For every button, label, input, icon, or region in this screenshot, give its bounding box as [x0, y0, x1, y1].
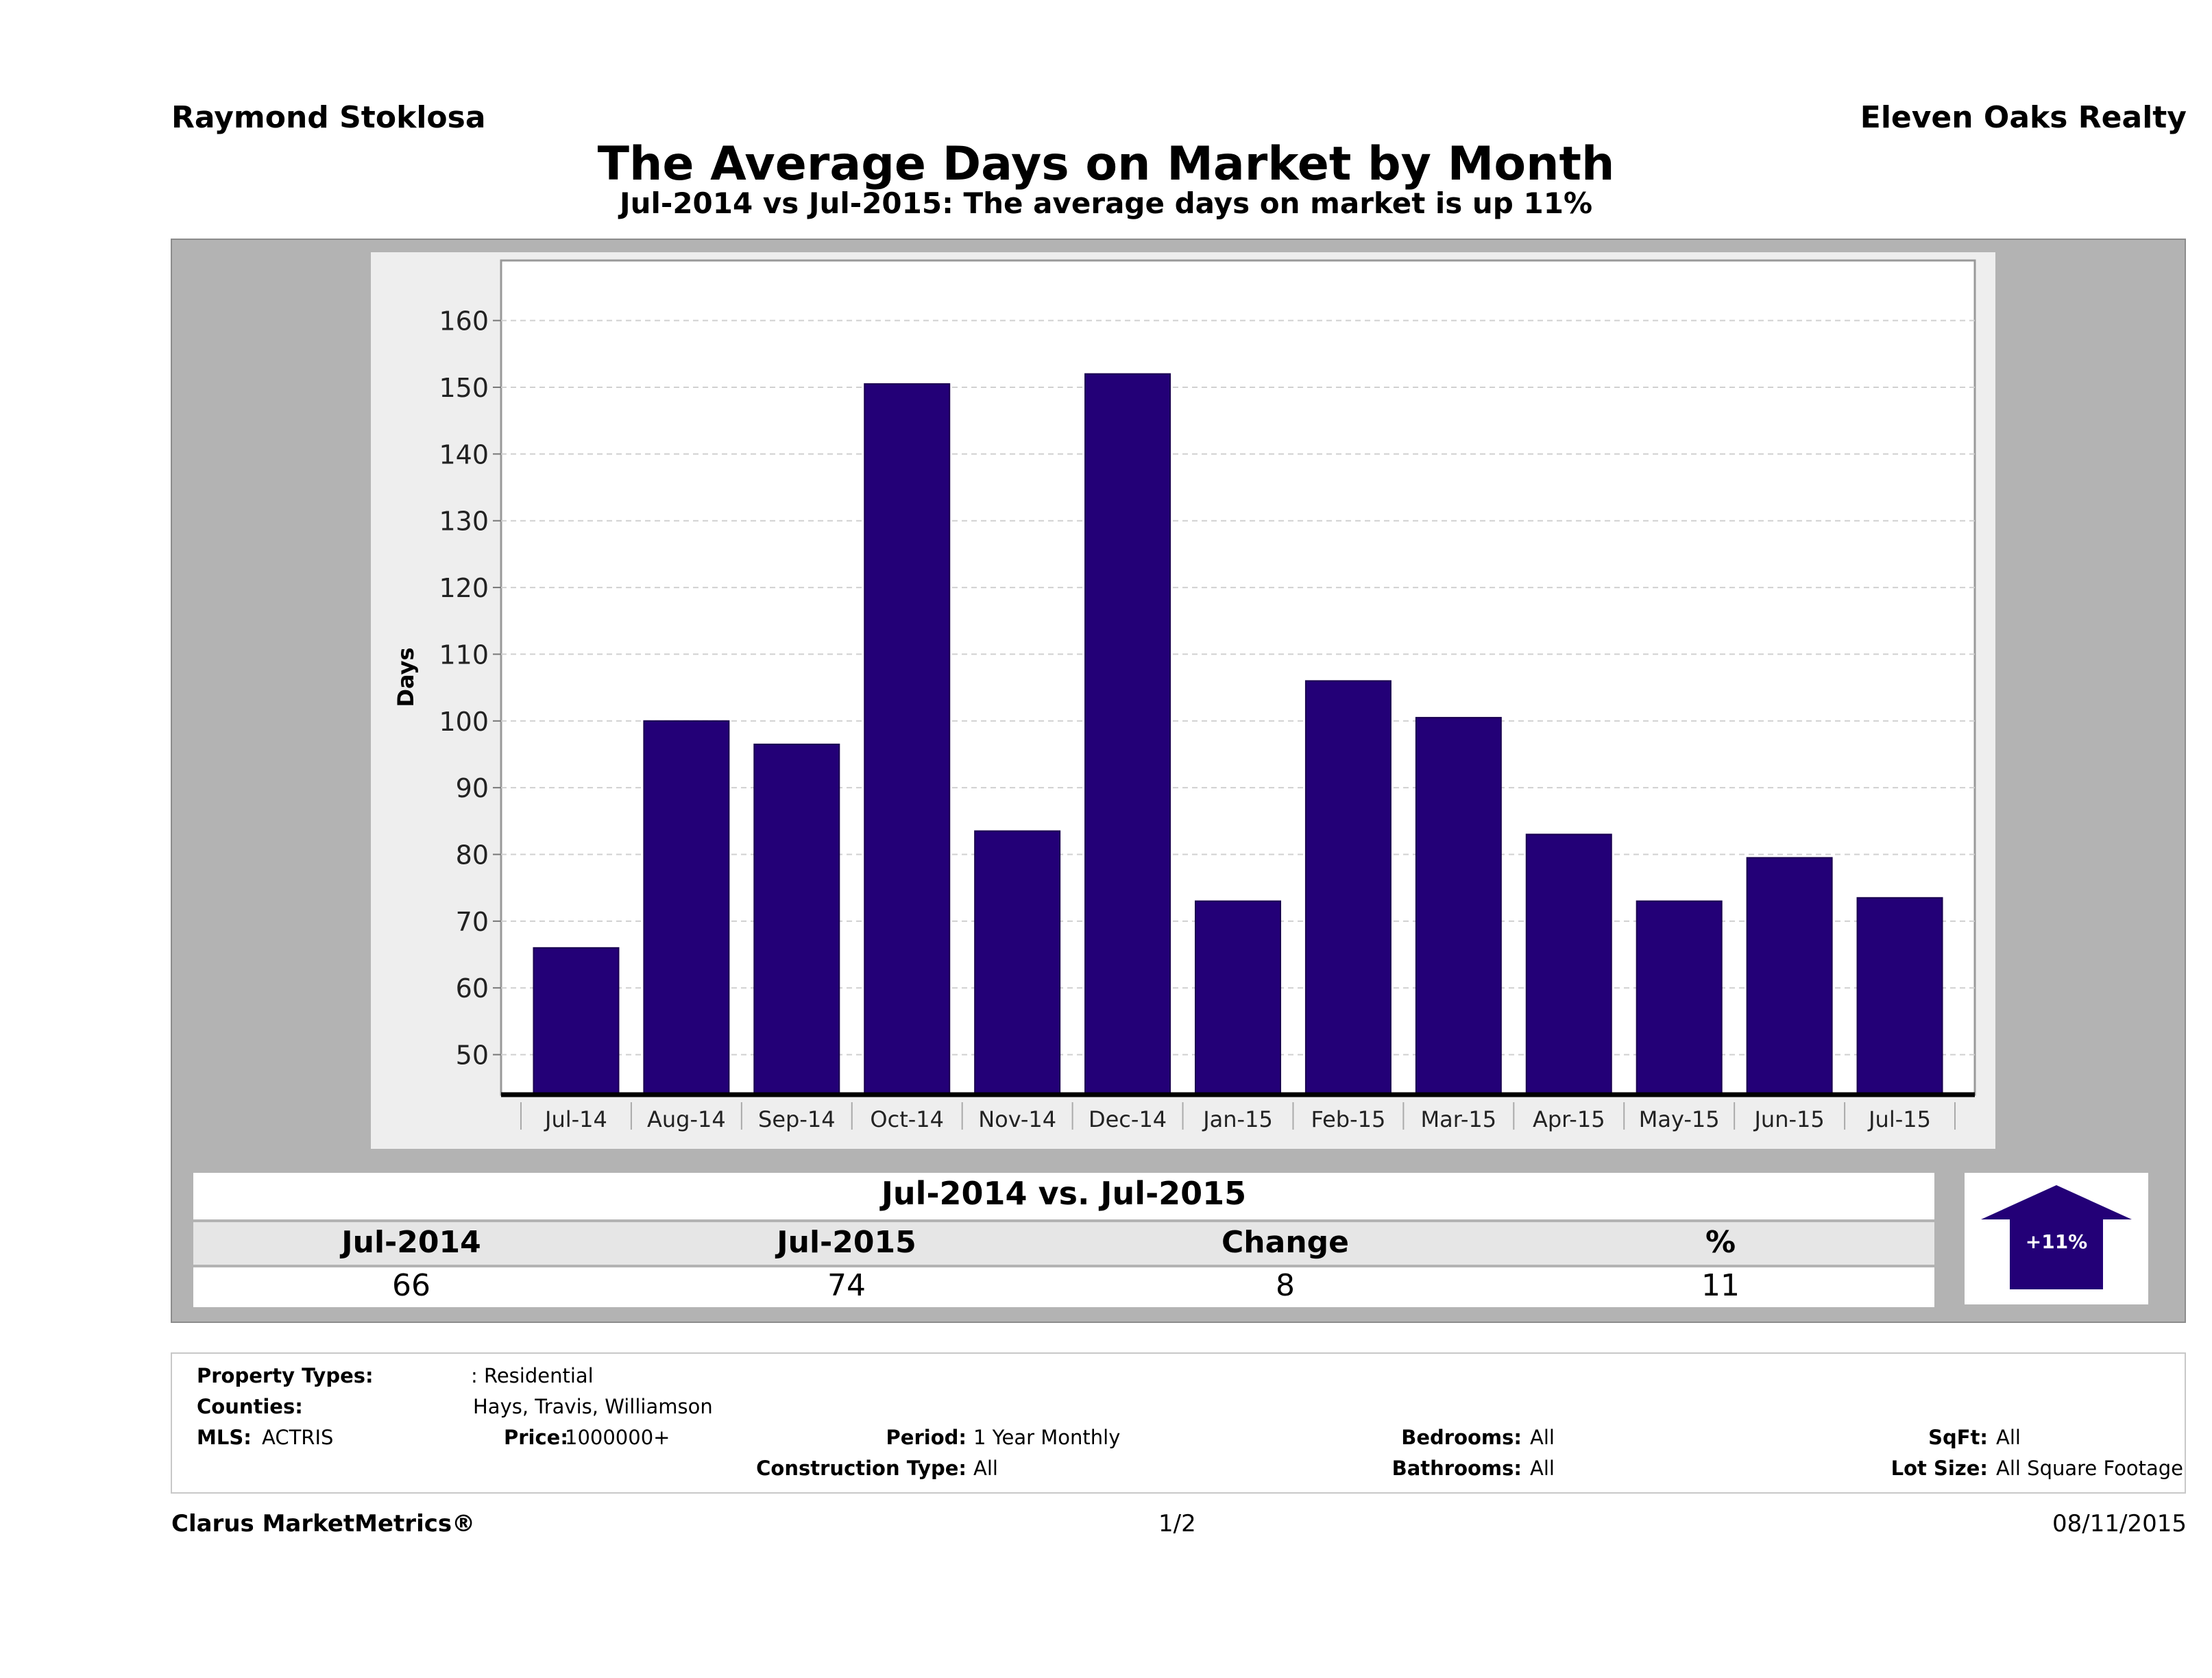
bedrooms-value: All [1530, 1426, 1555, 1449]
y-tick-label: 160 [439, 306, 489, 337]
y-axis-label: Days [393, 647, 419, 707]
x-tick-label: Jul-14 [544, 1106, 607, 1132]
bars [533, 373, 1943, 1096]
x-tick-label: May-15 [1639, 1106, 1720, 1132]
summary-value-jul-2014: 66 [392, 1268, 430, 1303]
period-value: 1 Year Monthly [973, 1426, 1121, 1449]
lot-size-value: All Square Footage [1996, 1457, 2184, 1480]
bar [1195, 900, 1281, 1095]
bar-chart: 50 60 70 80 90 100 110 120 130 140 150 160 Jul-14 Au… [371, 252, 1995, 1149]
summary-value-row [193, 1267, 1934, 1307]
summary-title-bar [193, 1173, 1934, 1219]
counties-value: Hays, Travis, Williamson [473, 1395, 713, 1418]
x-tick-label: Jul-15 [1867, 1106, 1931, 1132]
y-tick-label: 150 [439, 373, 489, 403]
y-tick-label: 130 [439, 507, 489, 537]
up-arrow-icon: +11% [1981, 1185, 2132, 1289]
bar [1525, 834, 1612, 1096]
construction-type-value: All [973, 1457, 998, 1480]
y-tick-label: 120 [439, 573, 489, 603]
bar [533, 947, 620, 1095]
summary-header-jul-2014: Jul-2014 [341, 1225, 481, 1260]
page-title: The Average Days on Market by Month [597, 137, 1615, 191]
summary-header-row [193, 1222, 1934, 1265]
page-number: 1/2 [1158, 1510, 1196, 1537]
y-tick-label: 50 [456, 1041, 489, 1071]
y-tick-label: 80 [456, 840, 489, 871]
company-name: Eleven Oaks Realty [1860, 100, 2187, 135]
y-axis-ticks: 50 60 70 80 90 100 110 120 130 140 150 160 [439, 306, 501, 1071]
summary-value-jul-2015: 74 [827, 1268, 866, 1303]
page-subtitle: Jul-2014 vs Jul-2015: The average days o… [619, 186, 1593, 220]
x-tick-label: Mar-15 [1421, 1106, 1497, 1132]
change-badge-label: +11% [2026, 1230, 2087, 1253]
x-tick-label: Apr-15 [1533, 1106, 1605, 1132]
bar [1636, 900, 1723, 1095]
x-tick-label: Aug-14 [647, 1106, 726, 1132]
x-tick-label: Jun-15 [1753, 1106, 1824, 1132]
x-tick-label: Jan-15 [1202, 1106, 1273, 1132]
summary-header-change: Change [1222, 1225, 1349, 1260]
bar [643, 720, 730, 1095]
sqft-label: SqFt: [1928, 1426, 1988, 1449]
property-types-label: Property Types: [197, 1364, 374, 1387]
bar [1084, 373, 1171, 1096]
summary-header-percent: % [1705, 1225, 1736, 1260]
y-tick-label: 90 [456, 773, 489, 803]
bar [1856, 897, 1943, 1096]
y-tick-label: 60 [456, 973, 489, 1004]
construction-type-label: Construction Type: [756, 1457, 967, 1480]
summary-header-jul-2015: Jul-2015 [777, 1225, 916, 1260]
lot-size-label: Lot Size: [1891, 1457, 1988, 1480]
footer-brand: Clarus MarketMetrics® [171, 1510, 476, 1537]
mls-label: MLS: [197, 1426, 252, 1449]
criteria-panel [171, 1352, 2186, 1494]
bedrooms-label: Bedrooms: [1401, 1426, 1522, 1449]
change-badge: +11% [1965, 1173, 2148, 1304]
y-tick-label: 140 [439, 439, 489, 470]
mls-value: ACTRIS [262, 1426, 334, 1449]
x-axis-ticks: Jul-14 Aug-14 Sep-14 Oct-14 Nov-14 Dec-14 Jan-… [520, 1102, 1956, 1132]
x-tick-label: Feb-15 [1311, 1106, 1385, 1132]
price-value: 1000000+ [565, 1426, 670, 1449]
x-tick-label: Oct-14 [870, 1106, 944, 1132]
x-tick-label: Dec-14 [1089, 1106, 1167, 1132]
bar [1415, 716, 1502, 1095]
report-date: 08/11/2015 [2052, 1510, 2187, 1537]
y-tick-label: 110 [439, 640, 489, 670]
x-tick-label: Sep-14 [758, 1106, 836, 1132]
bathrooms-value: All [1530, 1457, 1555, 1480]
period-label: Period: [886, 1426, 967, 1449]
bar [753, 743, 840, 1095]
property-types-value: : Residential [471, 1364, 594, 1387]
summary-value-percent: 11 [1701, 1268, 1740, 1303]
price-label: Price: [504, 1426, 568, 1449]
y-tick-label: 100 [439, 707, 489, 737]
bar [974, 830, 1061, 1095]
y-tick-label: 70 [456, 907, 489, 937]
bathrooms-label: Bathrooms: [1391, 1457, 1522, 1480]
bar [1746, 857, 1833, 1095]
summary-title: Jul-2014 vs. Jul-2015 [881, 1175, 1247, 1212]
counties-label: Counties: [197, 1395, 303, 1418]
sqft-value: All [1996, 1426, 2021, 1449]
bar [864, 383, 951, 1096]
bar [1304, 680, 1391, 1095]
summary-value-change: 8 [1276, 1268, 1295, 1303]
x-tick-label: Nov-14 [978, 1106, 1056, 1132]
agent-name: Raymond Stoklosa [171, 100, 486, 135]
